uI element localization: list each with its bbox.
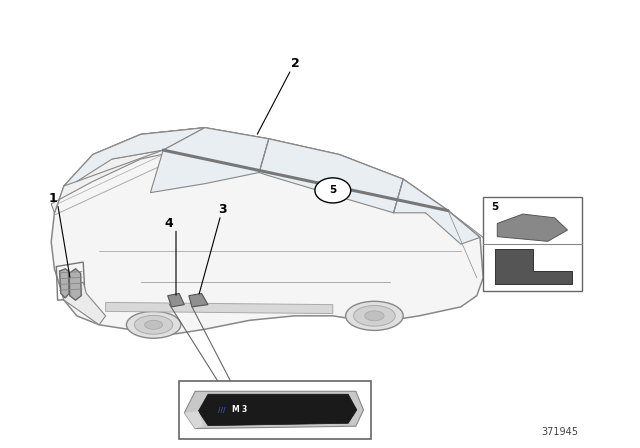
Text: 1: 1 bbox=[49, 192, 58, 205]
Polygon shape bbox=[61, 282, 106, 325]
FancyBboxPatch shape bbox=[179, 381, 371, 439]
FancyBboxPatch shape bbox=[483, 197, 582, 291]
Polygon shape bbox=[51, 128, 205, 213]
Polygon shape bbox=[64, 128, 205, 186]
Text: 3: 3 bbox=[242, 405, 247, 414]
Polygon shape bbox=[51, 128, 483, 334]
Polygon shape bbox=[394, 179, 480, 244]
Polygon shape bbox=[184, 411, 204, 429]
Text: 4: 4 bbox=[164, 216, 173, 230]
Ellipse shape bbox=[353, 306, 396, 326]
Text: 5: 5 bbox=[329, 185, 337, 195]
Ellipse shape bbox=[145, 320, 163, 329]
Text: M: M bbox=[232, 405, 239, 414]
Text: 371945: 371945 bbox=[541, 427, 579, 437]
Ellipse shape bbox=[365, 311, 384, 321]
Polygon shape bbox=[495, 249, 573, 284]
Text: 5: 5 bbox=[491, 202, 498, 211]
Circle shape bbox=[315, 178, 351, 203]
Text: 2: 2 bbox=[291, 57, 300, 70]
Polygon shape bbox=[93, 128, 448, 213]
Text: 3: 3 bbox=[218, 203, 227, 216]
Text: ///: /// bbox=[218, 407, 225, 413]
Polygon shape bbox=[69, 269, 81, 300]
Ellipse shape bbox=[127, 311, 181, 338]
Polygon shape bbox=[60, 269, 69, 298]
Polygon shape bbox=[106, 302, 333, 314]
Ellipse shape bbox=[134, 315, 173, 334]
Polygon shape bbox=[184, 391, 364, 429]
Polygon shape bbox=[259, 139, 403, 213]
Polygon shape bbox=[150, 128, 269, 193]
Polygon shape bbox=[198, 394, 357, 426]
Polygon shape bbox=[168, 293, 184, 307]
Polygon shape bbox=[497, 214, 568, 241]
Polygon shape bbox=[189, 293, 208, 307]
Ellipse shape bbox=[346, 302, 403, 331]
